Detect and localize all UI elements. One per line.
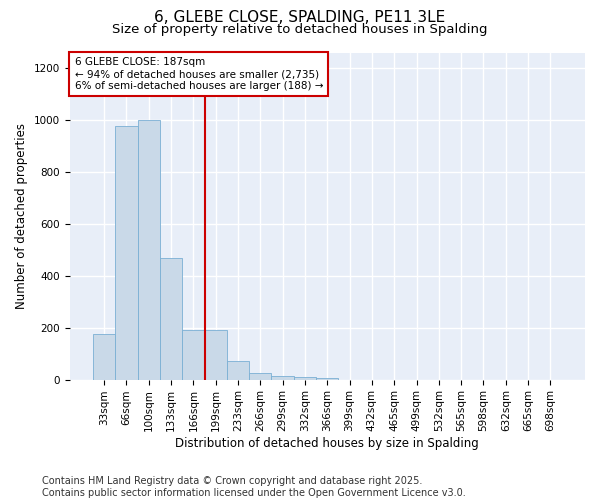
Bar <box>182 330 205 380</box>
Bar <box>249 373 271 380</box>
Bar <box>205 330 227 380</box>
Y-axis label: Number of detached properties: Number of detached properties <box>15 123 28 309</box>
Text: Contains HM Land Registry data © Crown copyright and database right 2025.
Contai: Contains HM Land Registry data © Crown c… <box>42 476 466 498</box>
Bar <box>93 334 115 380</box>
Bar <box>137 120 160 380</box>
Bar <box>160 258 182 380</box>
Text: 6, GLEBE CLOSE, SPALDING, PE11 3LE: 6, GLEBE CLOSE, SPALDING, PE11 3LE <box>154 10 446 25</box>
Bar <box>271 376 294 380</box>
Bar <box>316 378 338 380</box>
Bar <box>294 377 316 380</box>
Bar <box>227 362 249 380</box>
Text: Size of property relative to detached houses in Spalding: Size of property relative to detached ho… <box>112 22 488 36</box>
X-axis label: Distribution of detached houses by size in Spalding: Distribution of detached houses by size … <box>175 437 479 450</box>
Text: 6 GLEBE CLOSE: 187sqm
← 94% of detached houses are smaller (2,735)
6% of semi-de: 6 GLEBE CLOSE: 187sqm ← 94% of detached … <box>74 58 323 90</box>
Bar <box>115 126 137 380</box>
